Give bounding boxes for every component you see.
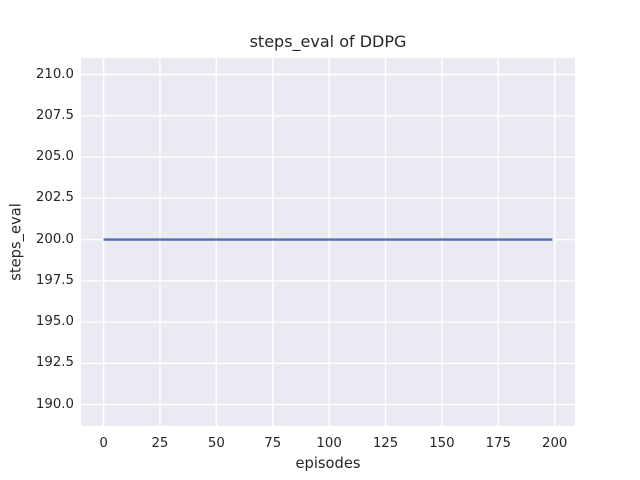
y-tick-label: 195.0 [35, 314, 74, 330]
y-tick-label: 197.5 [35, 272, 74, 288]
x-tick-label: 125 [372, 436, 399, 451]
chart-title: steps_eval of DDPG [249, 32, 407, 51]
x-tick-label: 25 [151, 436, 169, 451]
y-tick-label: 205.0 [35, 149, 74, 164]
plot-area [81, 58, 575, 426]
x-tick-label: 50 [207, 436, 225, 451]
y-tick-label: 190.0 [35, 396, 74, 412]
y-tick-label: 210.0 [35, 66, 74, 82]
x-axis-label: episodes [295, 455, 361, 472]
y-tick-label: 192.5 [35, 355, 74, 371]
x-tick-label: 200 [541, 436, 568, 451]
x-tick-label: 100 [316, 436, 342, 451]
x-tick-label: 75 [264, 436, 282, 451]
plot-background [81, 58, 575, 426]
chart-canvas [81, 58, 575, 426]
y-tick-label: 200.0 [35, 231, 74, 247]
x-tick-label: 150 [429, 436, 455, 451]
y-tick-label: 207.5 [35, 107, 74, 123]
y-tick-label: 202.5 [35, 190, 74, 206]
x-tick-label: 175 [485, 436, 511, 451]
x-tick-label: 0 [99, 436, 108, 451]
